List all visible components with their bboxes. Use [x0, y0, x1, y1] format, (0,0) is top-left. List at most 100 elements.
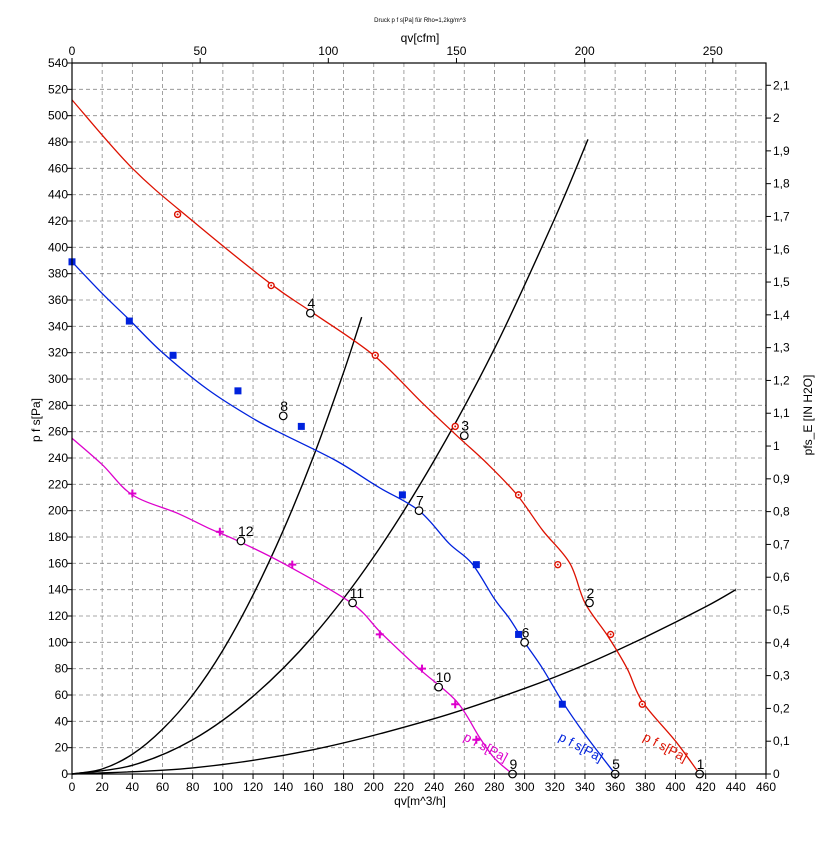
curve-marker-square [515, 630, 523, 638]
x-tick-label: 340 [575, 780, 595, 794]
right-tick-label: 1,1 [773, 406, 790, 420]
y-tick-label: 40 [55, 714, 69, 728]
y-tick-label: 540 [48, 56, 68, 70]
top-axis-title: qv[cfm] [401, 31, 440, 45]
y-tick-label: 280 [48, 398, 68, 412]
x-tick-label: 240 [424, 780, 444, 794]
y-tick-label: 0 [61, 767, 68, 781]
x-tick-label: 200 [364, 780, 384, 794]
x-tick-label: 160 [303, 780, 323, 794]
x-tick-label: 100 [213, 780, 233, 794]
curve-marker-plus [451, 700, 460, 709]
curve-marker-plus [288, 560, 297, 569]
right-tick-label: 0,2 [773, 701, 790, 715]
y-tick-label: 440 [48, 188, 68, 202]
system-curve-line [71, 316, 363, 775]
plot-frame [71, 62, 767, 775]
right-tick-label: 1,9 [773, 144, 790, 158]
curve-marker-plus [472, 735, 481, 744]
x-tick-label: 60 [156, 780, 170, 794]
operating-point-label: 10 [436, 669, 452, 685]
y-tick-label: 200 [48, 504, 68, 518]
right-tick-label: 0,6 [773, 570, 790, 584]
fan-curve-label: p f s[Pa] [461, 729, 510, 765]
fan-curve-label: p f s[Pa] [556, 729, 605, 765]
x-tick-label: 380 [635, 780, 655, 794]
curve-marker-square [472, 561, 480, 569]
y-tick-label: 160 [48, 556, 68, 570]
x-tick-label: 180 [334, 780, 354, 794]
operating-point-label: 8 [280, 398, 288, 414]
curve-markers [68, 210, 646, 744]
x-tick-label: 400 [665, 780, 685, 794]
curve-marker-dot [609, 633, 612, 636]
x-tick-label: 40 [126, 780, 140, 794]
top-tick-label: 0 [69, 44, 76, 58]
x-tick-label: 80 [186, 780, 200, 794]
curve-marker-dot [641, 703, 644, 706]
operating-point-label: 11 [350, 585, 365, 601]
x-tick-label: 300 [515, 780, 535, 794]
y-tick-label: 240 [48, 451, 68, 465]
grid [72, 63, 766, 774]
curve-labels: p f s[Pa] p f s[Pa] p f s[Pa] [461, 729, 690, 765]
fan-curve-line [71, 99, 701, 775]
curve-marker-square [125, 317, 133, 325]
fan-curve-label: p f s[Pa] [641, 729, 690, 765]
system-curve-line [71, 589, 737, 775]
right-tick-label: 0,5 [773, 603, 790, 617]
right-tick-label: 1,5 [773, 275, 790, 289]
curve-marker-dot [176, 213, 179, 216]
right-tick-label: 0,7 [773, 537, 790, 551]
y-tick-label: 140 [48, 583, 68, 597]
fan-curve-line [71, 437, 513, 775]
right-tick-label: 0,8 [773, 505, 790, 519]
curve-marker-plus [128, 489, 137, 498]
curve-marker-dot [270, 284, 273, 287]
y-tick-label: 460 [48, 161, 68, 175]
right-tick-label: 1,4 [773, 308, 790, 322]
curve-marker-plus [215, 527, 224, 536]
y-tick-label: 80 [55, 662, 69, 676]
curve-marker-dot [556, 563, 559, 566]
left-axis-title: p f s[Pa] [29, 398, 43, 442]
top-tick-label: 250 [703, 44, 723, 58]
bottom-axis-title: qv[m^3/h] [394, 794, 446, 808]
axes: 0 20 40 60 80 100 120 140 160 180 200 220 240 260 280 3… [48, 44, 790, 794]
x-tick-label: 460 [756, 780, 776, 794]
y-tick-label: 180 [48, 530, 68, 544]
right-tick-label: 1,7 [773, 209, 790, 223]
curve-marker-plus [375, 630, 384, 639]
operating-point [414, 506, 424, 516]
y-tick-label: 100 [48, 635, 68, 649]
x-tick-label: 360 [605, 780, 625, 794]
curve-marker-square [169, 351, 177, 359]
right-tick-label: 0,3 [773, 669, 790, 683]
top-tick-label: 200 [575, 44, 595, 58]
right-tick-label: 0,4 [773, 636, 790, 650]
top-tick-label: 50 [193, 44, 207, 58]
right-tick-label: 0,9 [773, 472, 790, 486]
curve-marker-dot [374, 354, 377, 357]
operating-point-label: 5 [612, 756, 620, 772]
x-tick-label: 120 [243, 780, 263, 794]
operating-point-label: 4 [307, 295, 315, 311]
operating-point-label: 6 [522, 624, 530, 640]
curve-marker-dot [517, 493, 520, 496]
right-tick-label: 0,1 [773, 734, 790, 748]
y-tick-label: 300 [48, 372, 68, 386]
operating-point [434, 682, 444, 692]
operating-point-label: 1 [697, 756, 705, 772]
y-tick-label: 20 [55, 741, 69, 755]
y-tick-label: 120 [48, 609, 68, 623]
y-tick-label: 320 [48, 346, 68, 360]
operating-point [236, 536, 246, 546]
x-tick-label: 0 [69, 780, 76, 794]
y-tick-label: 420 [48, 214, 68, 228]
curve-marker-square [558, 700, 566, 708]
right-tick-label: 1,2 [773, 373, 790, 387]
operating-point-label: 9 [510, 756, 518, 772]
y-tick-label: 400 [48, 240, 68, 254]
